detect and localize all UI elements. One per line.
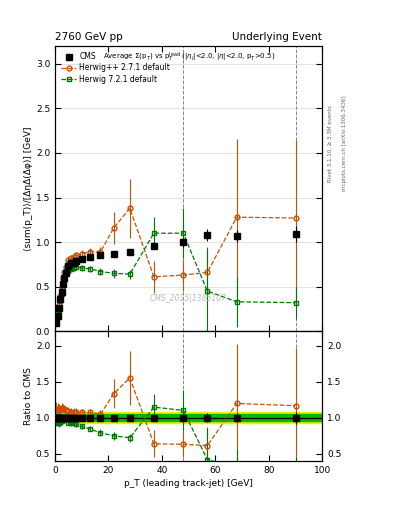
Text: mcplots.cern.ch [arXiv:1306.3436]: mcplots.cern.ch [arXiv:1306.3436]	[342, 96, 347, 191]
Text: 2760 GeV pp: 2760 GeV pp	[55, 32, 123, 42]
Text: Average $\Sigma$(p$_T$) vs p$_T^{\rm lead}$ ($|\eta_l|$<2.0, $|\eta|$<2.0, p$_T$: Average $\Sigma$(p$_T$) vs p$_T^{\rm lea…	[103, 50, 275, 63]
Text: Underlying Event: Underlying Event	[232, 32, 322, 42]
Bar	[55, 414, 322, 421]
X-axis label: p_T (leading track-jet) [GeV]: p_T (leading track-jet) [GeV]	[124, 479, 253, 488]
Y-axis label: ⟨sum(p_T)⟩/[ΔηΔ(Δφ)] [GeV]: ⟨sum(p_T)⟩/[ΔηΔ(Δφ)] [GeV]	[24, 126, 33, 251]
Legend: CMS, Herwig++ 2.7.1 default, Herwig 7.2.1 default: CMS, Herwig++ 2.7.1 default, Herwig 7.2.…	[59, 50, 173, 86]
Text: CMS_2015|1385107: CMS_2015|1385107	[150, 294, 227, 303]
Y-axis label: Ratio to CMS: Ratio to CMS	[24, 367, 33, 425]
Text: Rivet 3.1.10, ≥ 3.3M events: Rivet 3.1.10, ≥ 3.3M events	[328, 105, 333, 182]
Bar	[55, 412, 322, 423]
